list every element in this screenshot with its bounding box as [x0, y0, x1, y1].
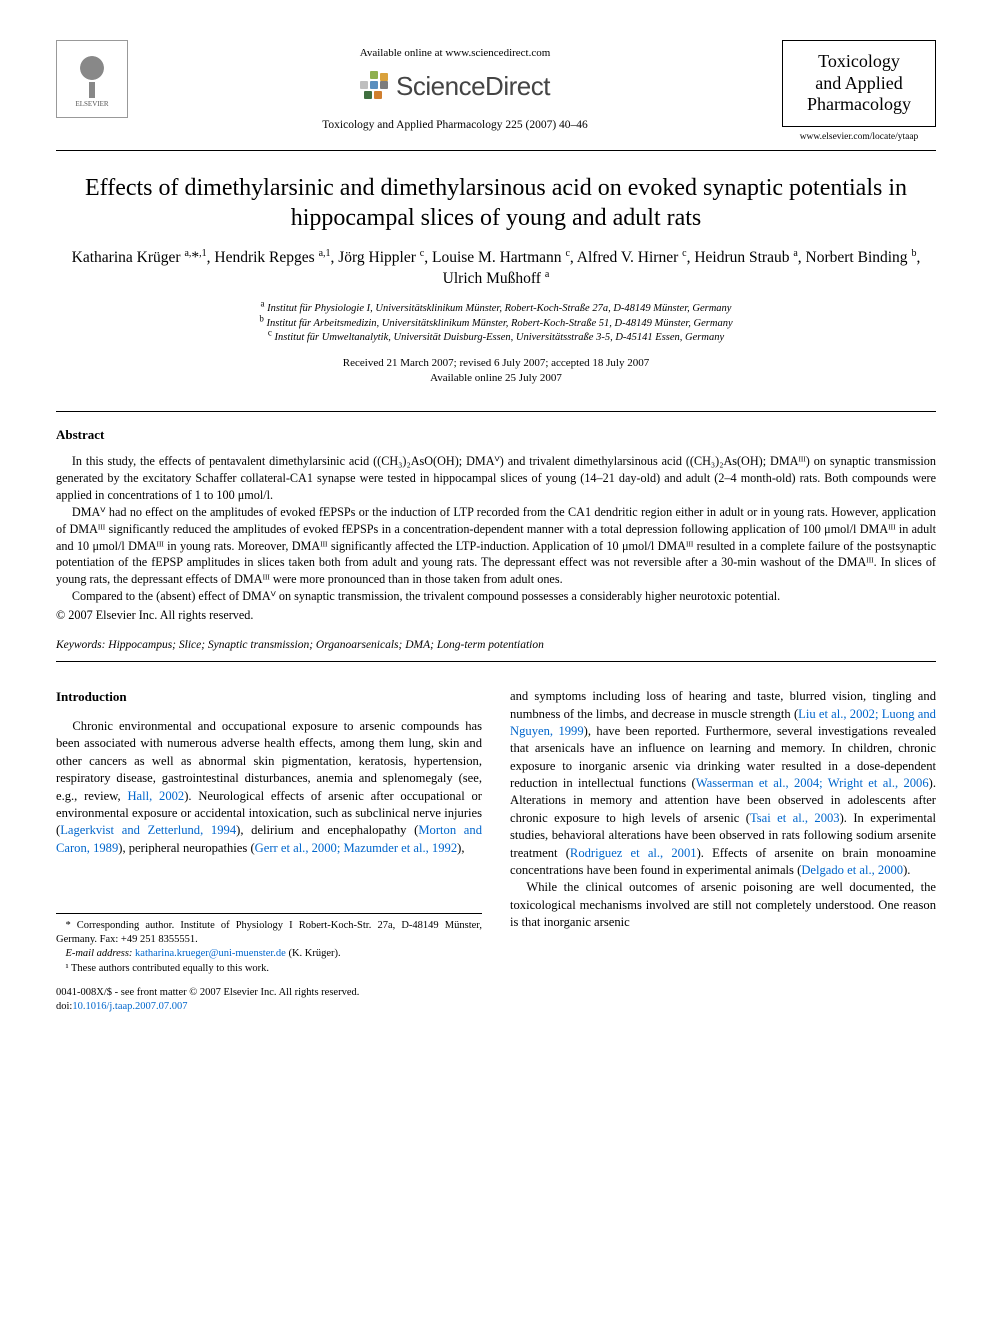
abstract-heading: Abstract: [56, 426, 936, 444]
abstract-p1: In this study, the effects of pentavalen…: [56, 453, 936, 503]
post-abstract-rule: [56, 661, 936, 662]
keywords-list: Hippocampus; Slice; Synaptic transmissio…: [108, 639, 544, 651]
email-link[interactable]: katharina.krueger@uni-muenster.de: [135, 948, 286, 959]
keywords-label: Keywords:: [56, 639, 105, 651]
abstract-p2: DMAⱽ had no effect on the amplitudes of …: [56, 504, 936, 588]
cite-link[interactable]: Wasserman et al., 2004; Wright et al., 2…: [696, 776, 929, 790]
elsevier-tree-icon: [67, 48, 117, 98]
header-center: Available online at www.sciencedirect.co…: [128, 40, 782, 133]
corresponding-footnote: * Corresponding author. Institute of Phy…: [56, 919, 482, 947]
header-bar: ELSEVIER Available online at www.science…: [56, 40, 936, 144]
sciencedirect-wordmark: ScienceDirect: [396, 69, 550, 104]
footer-line1: 0041-008X/$ - see front matter © 2007 El…: [56, 986, 482, 1000]
received-line: Received 21 March 2007; revised 6 July 2…: [56, 356, 936, 371]
header-right: Toxicology and Applied Pharmacology www.…: [782, 40, 936, 144]
affiliation-b: b Institut für Arbeitsmedizin, Universit…: [56, 317, 936, 332]
sciencedirect-mark-icon: [360, 71, 390, 101]
intro-para-right-1: and symptoms including loss of hearing a…: [510, 688, 936, 879]
left-column: Introduction Chronic environmental and o…: [56, 688, 482, 1014]
journal-reference: Toxicology and Applied Pharmacology 225 …: [128, 118, 782, 134]
page-footer: 0041-008X/$ - see front matter © 2007 El…: [56, 986, 482, 1014]
pre-abstract-rule: [56, 411, 936, 412]
keywords-line: Keywords: Hippocampus; Slice; Synaptic t…: [56, 638, 936, 654]
journal-box-line: and Applied: [789, 73, 929, 95]
publisher-name: ELSEVIER: [75, 100, 108, 109]
abstract-body: In this study, the effects of pentavalen…: [56, 453, 936, 623]
article-title: Effects of dimethylarsinic and dimethyla…: [66, 173, 926, 233]
affiliation-c: c Institut für Umweltanalytik, Universit…: [56, 331, 936, 346]
email-footnote: E-mail address: katharina.krueger@uni-mu…: [56, 947, 482, 961]
journal-box-line: Toxicology: [789, 51, 929, 73]
sciencedirect-logo: ScienceDirect: [360, 69, 550, 104]
right-column: and symptoms including loss of hearing a…: [510, 688, 936, 1014]
cite-link[interactable]: Gerr et al., 2000; Mazumder et al., 1992: [255, 841, 457, 855]
cite-link[interactable]: Hall, 2002: [127, 789, 184, 803]
cite-link[interactable]: Rodriguez et al., 2001: [570, 846, 697, 860]
introduction-heading: Introduction: [56, 688, 482, 706]
footnotes-block: * Corresponding author. Institute of Phy…: [56, 913, 482, 976]
affiliation-a: a Institut für Physiologie I, Universitä…: [56, 302, 936, 317]
contrib-footnote: ¹ These authors contributed equally to t…: [56, 962, 482, 976]
journal-box-line: Pharmacology: [789, 94, 929, 116]
abstract-p3: Compared to the (absent) effect of DMAⱽ …: [56, 588, 936, 605]
article-dates: Received 21 March 2007; revised 6 July 2…: [56, 356, 936, 387]
online-line: Available online 25 July 2007: [56, 371, 936, 386]
affiliations: a Institut für Physiologie I, Universitä…: [56, 302, 936, 346]
cite-link[interactable]: Delgado et al., 2000: [801, 863, 903, 877]
intro-para-left: Chronic environmental and occupational e…: [56, 718, 482, 857]
doi-link[interactable]: 10.1016/j.taap.2007.07.007: [72, 1001, 187, 1012]
intro-para-right-2: While the clinical outcomes of arsenic p…: [510, 879, 936, 931]
cite-link[interactable]: Tsai et al., 2003: [750, 811, 840, 825]
header-rule: [56, 150, 936, 151]
abstract-copyright: © 2007 Elsevier Inc. All rights reserved…: [56, 607, 936, 624]
body-columns: Introduction Chronic environmental and o…: [56, 688, 936, 1014]
elsevier-logo: ELSEVIER: [56, 40, 128, 118]
footer-doi: doi:10.1016/j.taap.2007.07.007: [56, 1000, 482, 1014]
available-online-line: Available online at www.sciencedirect.co…: [128, 46, 782, 61]
journal-title-box: Toxicology and Applied Pharmacology: [782, 40, 936, 127]
cite-link[interactable]: Lagerkvist and Zetterlund, 1994: [60, 823, 236, 837]
journal-url: www.elsevier.com/locate/ytaap: [782, 131, 936, 144]
authors-line: Katharina Krüger a,*,1, Hendrik Repges a…: [56, 247, 936, 290]
